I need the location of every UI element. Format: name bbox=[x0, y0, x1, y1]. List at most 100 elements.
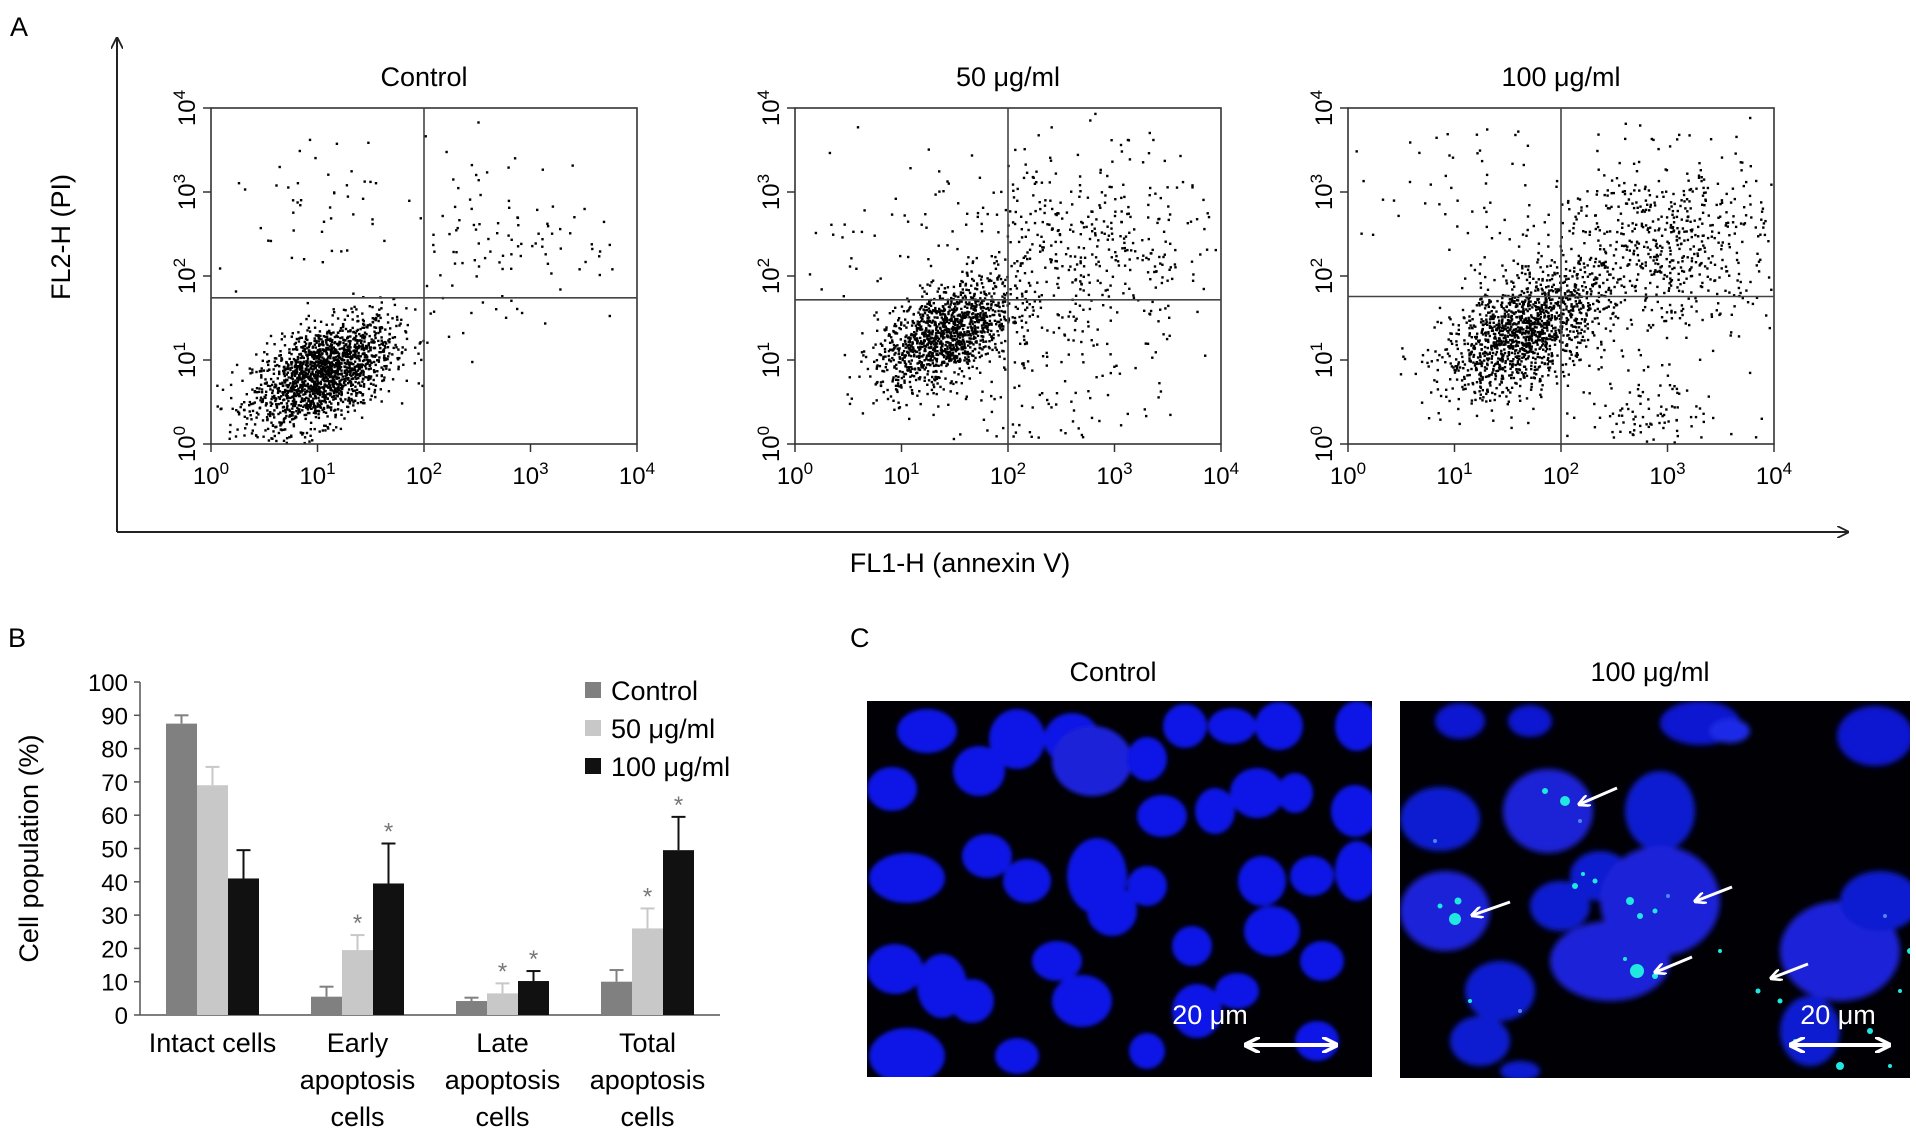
event-dot bbox=[1534, 301, 1537, 304]
event-dot bbox=[271, 389, 274, 392]
event-dot bbox=[922, 320, 926, 323]
event-dot bbox=[343, 377, 347, 381]
event-dot bbox=[265, 416, 269, 419]
event-dot bbox=[996, 304, 999, 307]
event-dot bbox=[905, 366, 909, 369]
event-dot bbox=[1605, 306, 1608, 309]
event-dot bbox=[929, 359, 932, 362]
event-dot bbox=[1166, 186, 1169, 189]
event-dot bbox=[903, 324, 906, 327]
event-dot bbox=[1148, 131, 1151, 135]
event-dot bbox=[948, 309, 951, 312]
event-dot bbox=[957, 339, 961, 343]
event-dot bbox=[293, 343, 296, 346]
event-dot bbox=[935, 392, 938, 396]
event-dot bbox=[328, 363, 332, 366]
event-dot bbox=[315, 375, 318, 378]
event-dot bbox=[1530, 337, 1533, 340]
event-dot bbox=[315, 341, 318, 344]
event-dot bbox=[1141, 239, 1144, 242]
event-dot bbox=[1531, 330, 1534, 333]
event-dot bbox=[908, 380, 912, 384]
event-dot bbox=[1101, 293, 1104, 297]
event-dot bbox=[332, 390, 335, 393]
event-dot bbox=[250, 418, 253, 421]
event-dot bbox=[1133, 228, 1136, 231]
event-dot bbox=[541, 238, 544, 241]
event-dot bbox=[918, 390, 921, 393]
event-dot bbox=[938, 170, 941, 173]
event-dot bbox=[1555, 317, 1558, 320]
event-dot bbox=[1586, 291, 1589, 294]
event-dot bbox=[374, 332, 377, 335]
event-dot bbox=[1502, 343, 1505, 346]
event-dot bbox=[262, 435, 265, 438]
event-dot bbox=[887, 334, 890, 337]
event-dot bbox=[342, 349, 346, 352]
event-dot bbox=[970, 303, 973, 306]
y-tick-label: 101 bbox=[170, 342, 201, 378]
event-dot bbox=[1486, 346, 1489, 350]
event-dot bbox=[1486, 363, 1489, 367]
event-dot bbox=[1004, 368, 1007, 371]
event-dot bbox=[972, 294, 976, 298]
event-dot bbox=[378, 314, 381, 317]
event-dot bbox=[909, 369, 912, 373]
event-dot bbox=[241, 379, 244, 382]
event-dot bbox=[1081, 436, 1085, 439]
event-dot bbox=[898, 326, 901, 330]
event-dot bbox=[928, 340, 931, 343]
event-dot bbox=[949, 303, 952, 306]
event-dot bbox=[309, 375, 312, 379]
event-dot bbox=[963, 294, 967, 298]
event-dot bbox=[974, 315, 978, 318]
event-dot bbox=[318, 399, 321, 402]
event-dot bbox=[1484, 322, 1487, 325]
event-dot bbox=[1449, 378, 1452, 381]
event-dot bbox=[1586, 309, 1590, 312]
event-dot bbox=[1082, 275, 1085, 278]
event-dot bbox=[275, 184, 278, 187]
event-dot bbox=[923, 312, 927, 315]
event-dot bbox=[1556, 272, 1559, 275]
event-dot bbox=[301, 371, 304, 374]
event-dot bbox=[875, 367, 878, 370]
event-dot bbox=[1524, 317, 1528, 320]
event-dot bbox=[985, 321, 989, 325]
event-dot bbox=[1470, 336, 1473, 339]
event-dot bbox=[1533, 329, 1536, 333]
event-dot bbox=[1591, 320, 1594, 323]
event-dot bbox=[1479, 381, 1482, 385]
event-dot bbox=[970, 317, 973, 320]
event-dot bbox=[1494, 373, 1497, 376]
event-dot bbox=[1020, 215, 1023, 218]
event-dot bbox=[1010, 264, 1013, 268]
event-dot bbox=[319, 353, 322, 356]
event-dot bbox=[908, 354, 911, 357]
event-dot bbox=[910, 332, 913, 336]
event-dot bbox=[1510, 386, 1514, 389]
event-dot bbox=[1530, 376, 1533, 379]
event-dot bbox=[325, 379, 328, 382]
event-dot bbox=[367, 378, 370, 381]
event-dot bbox=[1526, 330, 1529, 333]
event-dot bbox=[1490, 310, 1493, 313]
event-dot bbox=[986, 352, 989, 355]
event-dot bbox=[328, 206, 332, 209]
event-dot bbox=[1483, 354, 1486, 358]
event-dot bbox=[295, 348, 299, 351]
event-dot bbox=[987, 279, 991, 283]
event-dot bbox=[878, 353, 881, 356]
event-dot bbox=[1497, 340, 1501, 343]
event-dot bbox=[1536, 306, 1539, 309]
event-dot bbox=[1577, 332, 1580, 335]
event-dot bbox=[984, 321, 987, 325]
event-dot bbox=[967, 330, 971, 333]
event-dot bbox=[1020, 292, 1024, 295]
event-dot bbox=[376, 314, 380, 318]
event-dot bbox=[1457, 361, 1460, 364]
event-dot bbox=[361, 363, 365, 367]
event-dot bbox=[1132, 296, 1136, 299]
event-dot bbox=[307, 376, 310, 380]
event-dot bbox=[932, 413, 935, 417]
